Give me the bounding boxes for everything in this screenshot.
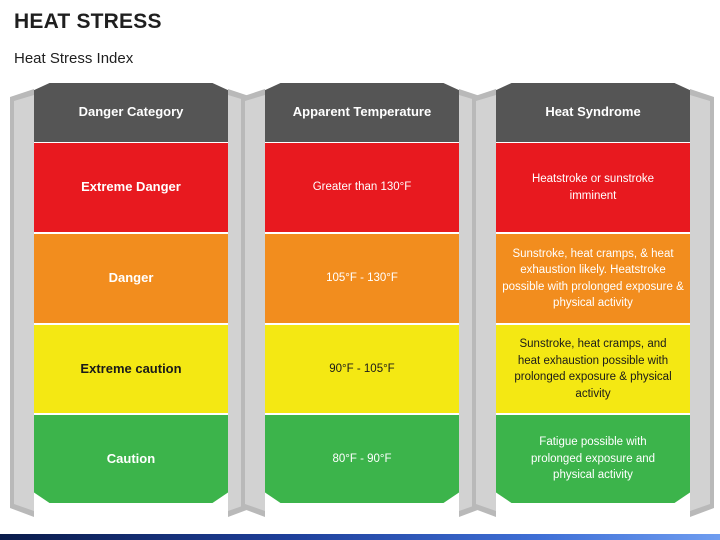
temperature-extreme-danger: Greater than 130°F: [265, 143, 459, 232]
column-danger-category: Danger Category Extreme Danger Danger Ex…: [10, 83, 252, 523]
danger-category-extreme-danger: Extreme Danger: [34, 143, 228, 232]
danger-category-danger: Danger: [34, 234, 228, 323]
column-apparent-temperature: Apparent Temperature Greater than 130°F …: [241, 83, 483, 523]
column-header: Apparent Temperature: [265, 83, 459, 142]
temperature-extreme-caution: 90°F - 105°F: [265, 325, 459, 413]
column-heat-syndrome: Heat Syndrome Heatstroke or sunstroke im…: [472, 83, 714, 523]
syndrome-extreme-caution: Sunstroke, heat cramps, and heat exhaust…: [496, 325, 690, 413]
syndrome-danger: Sunstroke, heat cramps, & heat exhaustio…: [496, 234, 690, 323]
syndrome-extreme-danger: Heatstroke or sunstroke imminent: [496, 143, 690, 232]
column-header: Heat Syndrome: [496, 83, 690, 142]
column-header: Danger Category: [34, 83, 228, 142]
temperature-caution: 80°F - 90°F: [265, 415, 459, 503]
column-frame: [472, 89, 714, 517]
danger-category-caution: Caution: [34, 415, 228, 503]
slide-subtitle: Heat Stress Index: [14, 50, 134, 67]
danger-category-extreme-caution: Extreme caution: [34, 325, 228, 413]
syndrome-caution: Fatigue possible with prolonged exposure…: [496, 415, 690, 503]
slide-title: HEAT STRESS: [14, 10, 162, 33]
footer-accent-bar: [0, 534, 720, 540]
temperature-danger: 105°F - 130°F: [265, 234, 459, 323]
